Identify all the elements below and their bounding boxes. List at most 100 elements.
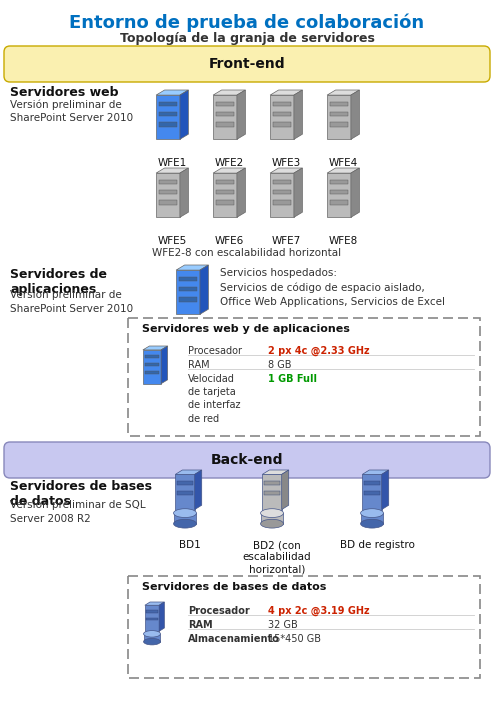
Polygon shape <box>327 90 360 95</box>
Polygon shape <box>144 634 161 642</box>
Ellipse shape <box>173 509 197 518</box>
Polygon shape <box>273 190 291 194</box>
Polygon shape <box>273 112 291 116</box>
Text: 4 px 2c @3.19 GHz: 4 px 2c @3.19 GHz <box>268 606 370 616</box>
Polygon shape <box>329 190 348 194</box>
Ellipse shape <box>260 509 284 518</box>
Text: Topología de la granja de servidores: Topología de la granja de servidores <box>120 32 374 45</box>
Polygon shape <box>176 265 208 270</box>
Text: Servidores web y de aplicaciones: Servidores web y de aplicaciones <box>142 324 350 334</box>
Polygon shape <box>143 350 161 384</box>
Text: BD1: BD1 <box>179 540 201 550</box>
Text: WFE5: WFE5 <box>158 236 187 246</box>
Polygon shape <box>237 90 246 140</box>
Polygon shape <box>270 90 302 95</box>
Polygon shape <box>270 173 294 217</box>
Polygon shape <box>179 297 197 301</box>
Polygon shape <box>159 180 177 184</box>
Polygon shape <box>177 491 193 495</box>
Text: 1 GB Full: 1 GB Full <box>268 374 317 384</box>
Text: WFE2: WFE2 <box>214 158 244 168</box>
Text: WFE6: WFE6 <box>214 236 244 246</box>
Polygon shape <box>159 602 165 632</box>
FancyBboxPatch shape <box>4 46 490 82</box>
FancyBboxPatch shape <box>4 442 490 478</box>
Polygon shape <box>216 180 234 184</box>
Polygon shape <box>364 491 380 495</box>
Text: Procesador: Procesador <box>188 606 250 616</box>
Ellipse shape <box>144 631 161 637</box>
Text: Servicios hospedados:
Servicios de código de espacio aislado,
Office Web Applica: Servicios hospedados: Servicios de códig… <box>220 268 445 306</box>
Polygon shape <box>294 168 302 217</box>
Text: Servidores de bases
de datos: Servidores de bases de datos <box>10 480 152 508</box>
Polygon shape <box>173 513 197 523</box>
Text: Servidores de bases de datos: Servidores de bases de datos <box>142 582 327 592</box>
Polygon shape <box>362 475 382 510</box>
Polygon shape <box>176 270 200 314</box>
Polygon shape <box>282 470 288 510</box>
Polygon shape <box>145 371 159 374</box>
Text: Versión preliminar de
SharePoint Server 2010: Versión preliminar de SharePoint Server … <box>10 290 133 314</box>
Text: 15*450 GB: 15*450 GB <box>268 634 321 644</box>
FancyBboxPatch shape <box>128 318 480 436</box>
Text: Versión preliminar de SQL
Server 2008 R2: Versión preliminar de SQL Server 2008 R2 <box>10 500 146 523</box>
Text: WFE7: WFE7 <box>271 236 301 246</box>
Polygon shape <box>262 475 282 510</box>
Polygon shape <box>294 90 302 140</box>
Ellipse shape <box>361 519 383 528</box>
Polygon shape <box>177 481 193 485</box>
Polygon shape <box>179 287 197 291</box>
Polygon shape <box>213 95 237 140</box>
Polygon shape <box>145 363 159 366</box>
Text: Servidores web: Servidores web <box>10 86 119 99</box>
Text: RAM: RAM <box>188 360 209 370</box>
Polygon shape <box>213 168 246 173</box>
Polygon shape <box>382 470 389 510</box>
Polygon shape <box>200 265 208 314</box>
Polygon shape <box>159 190 177 194</box>
Text: Back-end: Back-end <box>211 453 283 467</box>
Polygon shape <box>364 481 380 485</box>
Ellipse shape <box>173 519 197 528</box>
Polygon shape <box>327 95 351 140</box>
Text: WFE1: WFE1 <box>158 158 187 168</box>
Polygon shape <box>156 168 188 173</box>
Text: WFE3: WFE3 <box>271 158 301 168</box>
Text: WFE8: WFE8 <box>329 236 358 246</box>
Polygon shape <box>273 180 291 184</box>
Polygon shape <box>213 173 237 217</box>
Polygon shape <box>329 112 348 116</box>
Polygon shape <box>273 200 291 205</box>
Polygon shape <box>159 112 177 116</box>
Polygon shape <box>329 200 348 205</box>
Polygon shape <box>260 513 284 523</box>
Polygon shape <box>273 102 291 106</box>
Text: RAM: RAM <box>188 620 212 630</box>
Polygon shape <box>161 346 167 384</box>
Polygon shape <box>351 90 360 140</box>
Polygon shape <box>146 618 158 620</box>
Polygon shape <box>180 90 188 140</box>
Polygon shape <box>179 277 197 281</box>
Text: 8 GB: 8 GB <box>268 360 291 370</box>
Text: Versión preliminar de
SharePoint Server 2010: Versión preliminar de SharePoint Server … <box>10 99 133 122</box>
Polygon shape <box>180 168 188 217</box>
Polygon shape <box>262 470 288 475</box>
Polygon shape <box>146 611 158 613</box>
Text: WFE2-8 con escalabilidad horizontal: WFE2-8 con escalabilidad horizontal <box>153 248 341 258</box>
Polygon shape <box>145 355 159 358</box>
Polygon shape <box>329 180 348 184</box>
Polygon shape <box>143 346 167 350</box>
Ellipse shape <box>361 509 383 518</box>
Text: Procesador: Procesador <box>188 346 242 356</box>
Polygon shape <box>216 112 234 116</box>
Polygon shape <box>237 168 246 217</box>
Polygon shape <box>362 470 389 475</box>
Polygon shape <box>159 102 177 106</box>
Polygon shape <box>156 95 180 140</box>
Text: BD2 (con
escalabilidad
horizontal): BD2 (con escalabilidad horizontal) <box>243 540 311 575</box>
Polygon shape <box>327 173 351 217</box>
Text: Entorno de prueba de colaboración: Entorno de prueba de colaboración <box>70 14 424 32</box>
Polygon shape <box>145 602 165 605</box>
Text: Velocidad
de tarjeta
de interfaz
de red: Velocidad de tarjeta de interfaz de red <box>188 374 241 424</box>
